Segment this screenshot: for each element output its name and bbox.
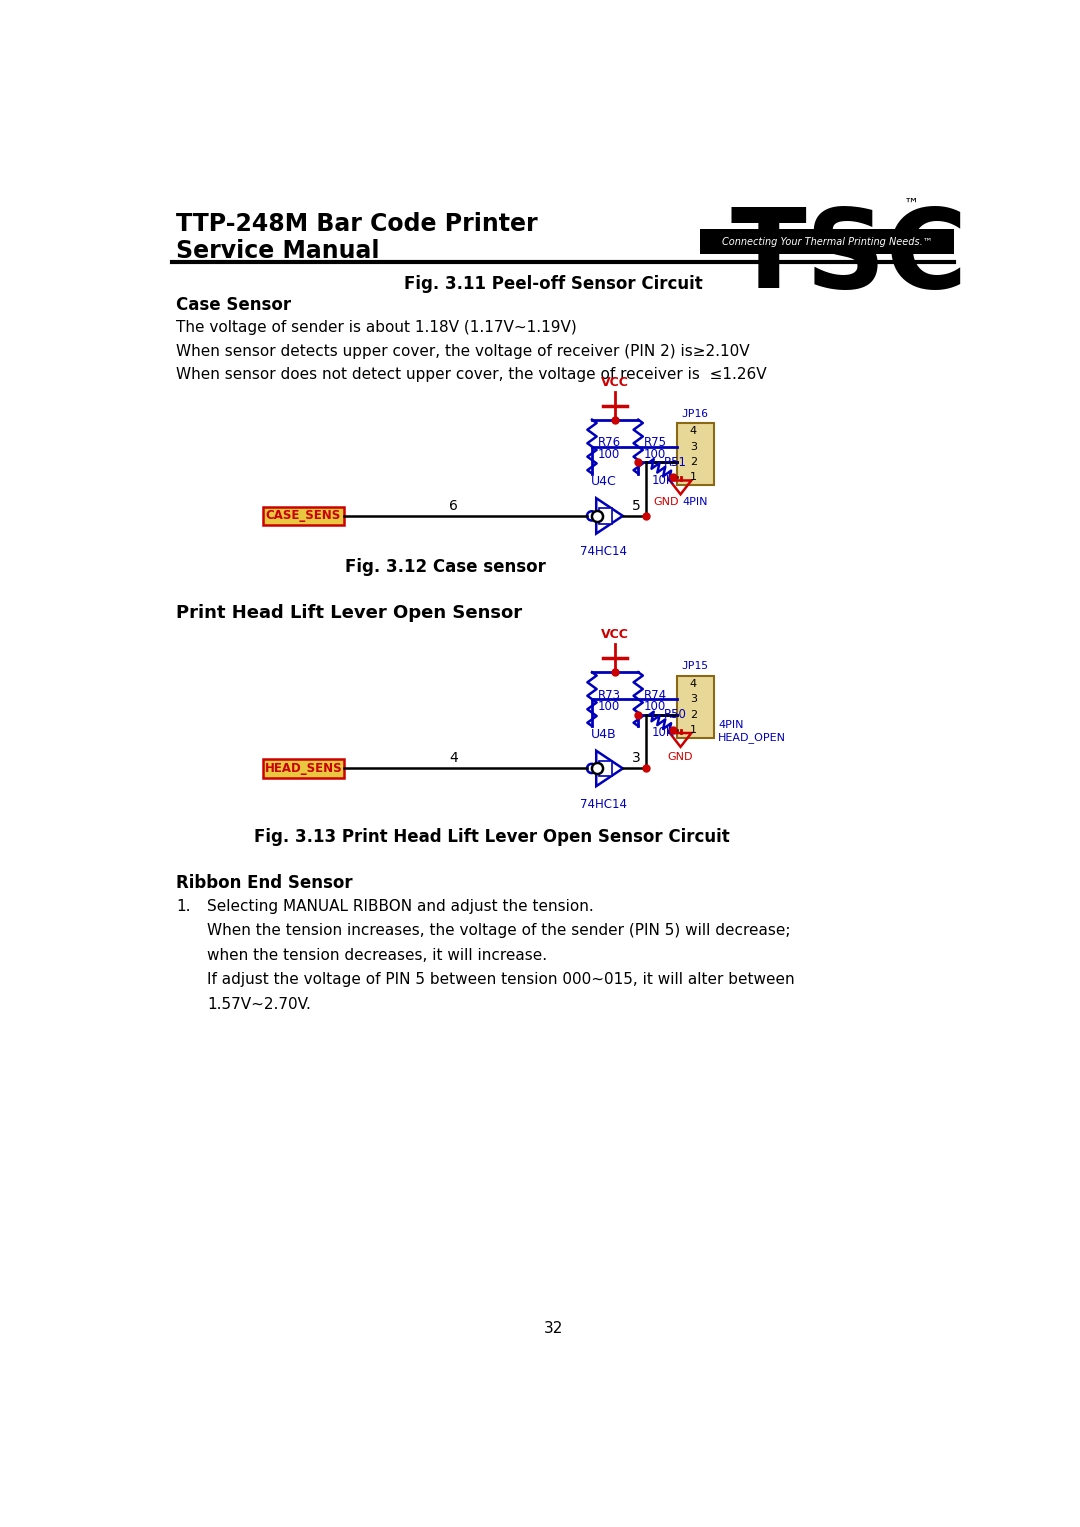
Text: JP16: JP16 — [681, 409, 708, 418]
Text: When the tension increases, the voltage of the sender (PIN 5) will decrease;: When the tension increases, the voltage … — [207, 924, 791, 938]
Text: 4PIN: 4PIN — [718, 721, 744, 730]
Text: Ribbon End Sensor: Ribbon End Sensor — [176, 873, 353, 892]
Text: U4B: U4B — [591, 728, 617, 741]
Bar — [262, 507, 343, 525]
Text: R51: R51 — [663, 457, 687, 469]
Text: Selecting MANUAL RIBBON and adjust the tension.: Selecting MANUAL RIBBON and adjust the t… — [207, 898, 594, 913]
Bar — [262, 759, 343, 777]
Text: when the tension decreases, it will increase.: when the tension decreases, it will incr… — [207, 948, 548, 964]
Text: 100: 100 — [644, 701, 666, 713]
Text: When sensor detects upper cover, the voltage of receiver (PIN 2) is≥2.10V: When sensor detects upper cover, the vol… — [176, 344, 750, 359]
Text: 3: 3 — [690, 695, 697, 704]
Circle shape — [588, 764, 596, 773]
Text: R74: R74 — [644, 689, 666, 702]
Text: JP15: JP15 — [681, 661, 708, 672]
Text: R73: R73 — [597, 689, 620, 702]
Text: R75: R75 — [644, 437, 666, 449]
Text: 2: 2 — [690, 457, 697, 467]
Text: TSC: TSC — [730, 205, 968, 312]
Bar — [599, 508, 611, 524]
Bar — [677, 423, 714, 486]
Text: 4: 4 — [690, 678, 697, 689]
Text: Fig. 3.12 Case sensor: Fig. 3.12 Case sensor — [346, 559, 546, 576]
Text: 74HC14: 74HC14 — [580, 797, 627, 811]
Text: Case Sensor: Case Sensor — [176, 296, 292, 315]
Bar — [677, 676, 714, 738]
Text: Service Manual: Service Manual — [176, 238, 380, 263]
Text: 5: 5 — [632, 499, 642, 513]
Text: ™: ™ — [904, 197, 919, 211]
Text: 1: 1 — [690, 472, 697, 483]
Text: 1.: 1. — [176, 898, 191, 913]
Bar — [599, 760, 611, 776]
Text: 74HC14: 74HC14 — [580, 545, 627, 559]
Text: Fig. 3.11 Peel-off Sensor Circuit: Fig. 3.11 Peel-off Sensor Circuit — [404, 275, 703, 293]
Text: VCC: VCC — [602, 629, 629, 641]
Polygon shape — [596, 498, 623, 533]
Text: 3: 3 — [632, 751, 642, 765]
Text: R50: R50 — [663, 709, 687, 721]
Text: 10K: 10K — [651, 473, 674, 487]
Polygon shape — [596, 751, 623, 786]
Text: VCC: VCC — [602, 376, 629, 389]
Text: GND: GND — [653, 498, 679, 507]
Text: 100: 100 — [644, 447, 666, 461]
Text: Fig. 3.13 Print Head Lift Lever Open Sensor Circuit: Fig. 3.13 Print Head Lift Lever Open Sen… — [254, 828, 730, 846]
Text: 2: 2 — [690, 710, 697, 719]
Text: HEAD_SENS: HEAD_SENS — [265, 762, 342, 774]
Text: 32: 32 — [544, 1321, 563, 1336]
Text: GND: GND — [667, 751, 693, 762]
Text: R76: R76 — [597, 437, 621, 449]
Text: 3: 3 — [690, 441, 697, 452]
Bar — [700, 229, 954, 253]
Text: 100: 100 — [597, 447, 620, 461]
Text: When sensor does not detect upper cover, the voltage of receiver is  ≤1.26V: When sensor does not detect upper cover,… — [176, 368, 767, 382]
Text: CASE_SENS: CASE_SENS — [266, 510, 341, 522]
Text: Connecting Your Thermal Printing Needs.™: Connecting Your Thermal Printing Needs.™ — [721, 237, 932, 247]
Text: 1.57V~2.70V.: 1.57V~2.70V. — [207, 997, 311, 1012]
Text: 100: 100 — [597, 701, 620, 713]
Text: HEAD_OPEN: HEAD_OPEN — [718, 731, 786, 744]
Text: 4: 4 — [449, 751, 458, 765]
Text: 4PIN: 4PIN — [683, 498, 707, 507]
Text: 4: 4 — [690, 426, 697, 437]
Text: 1: 1 — [690, 725, 697, 734]
Text: The voltage of sender is about 1.18V (1.17V~1.19V): The voltage of sender is about 1.18V (1.… — [176, 319, 577, 334]
Text: 10K: 10K — [651, 727, 674, 739]
Text: If adjust the voltage of PIN 5 between tension 000~015, it will alter between: If adjust the voltage of PIN 5 between t… — [207, 973, 795, 988]
Text: U4C: U4C — [591, 475, 617, 489]
Text: 6: 6 — [449, 499, 458, 513]
Text: Print Head Lift Lever Open Sensor: Print Head Lift Lever Open Sensor — [176, 605, 523, 623]
Text: TTP-248M Bar Code Printer: TTP-248M Bar Code Printer — [176, 212, 538, 235]
Circle shape — [588, 512, 596, 521]
